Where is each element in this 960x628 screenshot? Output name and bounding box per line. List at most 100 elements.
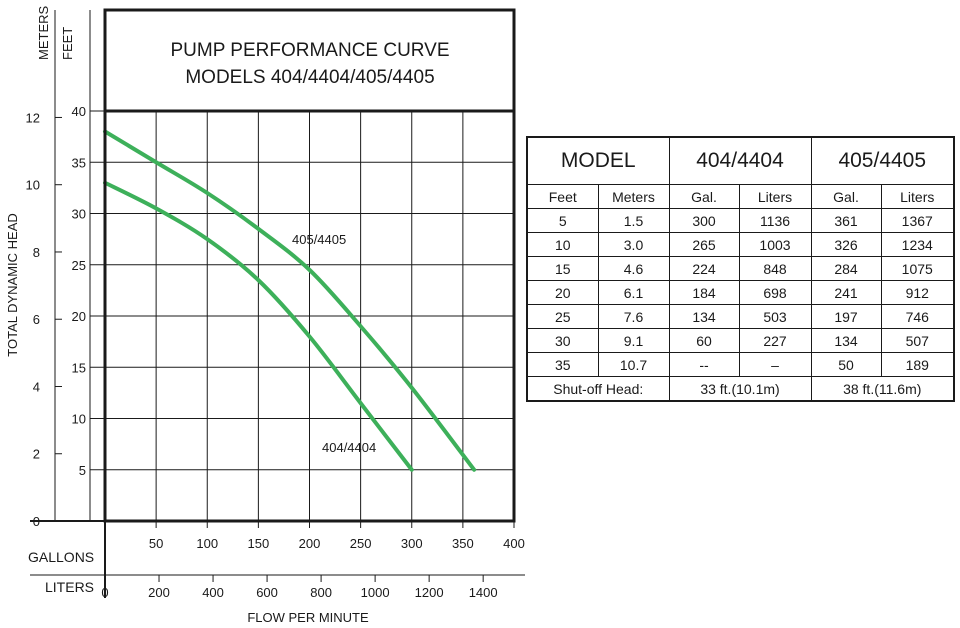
liter-tick-label: 800	[310, 585, 332, 600]
series-line-404-4404	[103, 180, 414, 472]
gallon-ticks: 50 100 150 200 250 300 350 400	[149, 521, 525, 551]
cell-liters-b: 1075	[880, 256, 955, 281]
liter-tick-label: 400	[202, 585, 224, 600]
feet-tick-label: 20	[72, 309, 86, 324]
cell-meters: 3.0	[597, 232, 670, 257]
y-axis-title: TOTAL DYNAMIC HEAD	[5, 213, 20, 357]
gallon-tick-label: 100	[196, 536, 218, 551]
cell-gal-b: 284	[810, 256, 882, 281]
cell-meters: 4.6	[597, 256, 670, 281]
meter-tick-label: 12	[26, 110, 40, 125]
meters-axis-title: METERS	[36, 6, 51, 61]
feet-tick-label: 10	[72, 412, 86, 427]
cell-liters-b: 1367	[880, 208, 955, 233]
cell-liters-a: 1003	[738, 232, 812, 257]
feet-ticks: 40 35 30 25 20 15 10 5	[72, 104, 105, 478]
liter-tick-label: 600	[256, 585, 278, 600]
table-row: 25 7.6 134 503 197 746	[526, 304, 955, 329]
gallon-tick-label: 400	[503, 536, 525, 551]
table-row: 35 10.7 -- – 50 189	[526, 352, 955, 377]
cell-gal-b: 326	[810, 232, 882, 257]
feet-tick-label: 15	[72, 360, 86, 375]
col-liters-b: Liters	[880, 184, 955, 209]
cell-liters-a: –	[738, 352, 812, 377]
cell-gal-b: 361	[810, 208, 882, 233]
cell-liters-a: 848	[738, 256, 812, 281]
cell-liters-b: 912	[880, 280, 955, 305]
cell-liters-b: 189	[880, 352, 955, 377]
table-model-a-header: 404/4404	[668, 136, 812, 185]
col-gal-a: Gal.	[668, 184, 740, 209]
shutoff-b: 38 ft.(11.6m)	[810, 376, 955, 402]
table-row: 15 4.6 224 848 284 1075	[526, 256, 955, 281]
gallon-tick-label: 350	[452, 536, 474, 551]
table-row: 10 3.0 265 1003 326 1234	[526, 232, 955, 257]
cell-meters: 6.1	[597, 280, 670, 305]
table-model-header: MODEL	[526, 136, 670, 185]
liters-axis-title: LITERS	[45, 579, 94, 595]
cell-liters-b: 746	[880, 304, 955, 329]
liter-tick-label: 1000	[361, 585, 390, 600]
pump-curve-chart: PUMP PERFORMANCE CURVE MODELS 404/4404/4…	[5, 6, 525, 625]
cell-gal-b: 50	[810, 352, 882, 377]
shutoff-a: 33 ft.(10.1m)	[668, 376, 812, 402]
cell-meters: 10.7	[597, 352, 670, 377]
table-row-shutoff: Shut-off Head: 33 ft.(10.1m) 38 ft.(11.6…	[526, 376, 955, 402]
cell-gal-a: 224	[668, 256, 740, 281]
series-label-404-4404: 404/4404	[322, 440, 376, 455]
grid	[105, 111, 514, 521]
cell-gal-b: 197	[810, 304, 882, 329]
gallon-tick-label: 150	[248, 536, 270, 551]
feet-tick-label: 35	[72, 155, 86, 170]
cell-feet: 10	[526, 232, 599, 257]
meter-tick-label: 6	[33, 312, 40, 327]
liter-tick-label: 1200	[415, 585, 444, 600]
meter-tick-label: 8	[33, 245, 40, 260]
cell-gal-a: 184	[668, 280, 740, 305]
cell-meters: 9.1	[597, 328, 670, 353]
feet-tick-label: 30	[72, 207, 86, 222]
cell-gal-a: 134	[668, 304, 740, 329]
cell-liters-a: 227	[738, 328, 812, 353]
cell-feet: 20	[526, 280, 599, 305]
cell-feet: 5	[526, 208, 599, 233]
cell-gal-a: --	[668, 352, 740, 377]
cell-feet: 15	[526, 256, 599, 281]
meter-tick-label: 4	[33, 379, 40, 394]
cell-gal-a: 60	[668, 328, 740, 353]
series-line-405-4405	[103, 129, 477, 472]
feet-axis-title: FEET	[60, 27, 75, 60]
series-label-405-4405: 405/4405	[292, 232, 346, 247]
cell-gal-a: 300	[668, 208, 740, 233]
cell-feet: 30	[526, 328, 599, 353]
gallon-tick-label: 250	[350, 536, 372, 551]
cell-liters-a: 698	[738, 280, 812, 305]
shutoff-label: Shut-off Head:	[526, 376, 670, 402]
cell-feet: 35	[526, 352, 599, 377]
liter-tick-label: 200	[148, 585, 170, 600]
liter-tick-label: 1400	[469, 585, 498, 600]
table-row: 30 9.1 60 227 134 507	[526, 328, 955, 353]
meter-tick-label: 0	[33, 514, 40, 529]
meter-ticks: 12 10 8 6 4 2 0	[26, 110, 62, 529]
col-meters: Meters	[597, 184, 670, 209]
spec-table: MODEL 404/4404 405/4405 Feet Meters Gal.…	[526, 136, 955, 402]
feet-tick-label: 40	[72, 104, 86, 119]
col-feet: Feet	[526, 184, 599, 209]
col-gal-b: Gal.	[810, 184, 882, 209]
feet-tick-label: 25	[72, 258, 86, 273]
gallon-tick-label: 200	[299, 536, 321, 551]
cell-liters-b: 507	[880, 328, 955, 353]
table-row: 20 6.1 184 698 241 912	[526, 280, 955, 305]
gallon-tick-label: 50	[149, 536, 163, 551]
cell-liters-a: 1136	[738, 208, 812, 233]
table-row: 5 1.5 300 1136 361 1367	[526, 208, 955, 233]
table-model-b-header: 405/4405	[810, 136, 955, 185]
col-liters-a: Liters	[738, 184, 812, 209]
cell-gal-b: 241	[810, 280, 882, 305]
gallons-axis-title: GALLONS	[28, 549, 94, 565]
cell-meters: 1.5	[597, 208, 670, 233]
chart-title-line2: MODELS 404/4404/405/4405	[185, 67, 434, 88]
liter-ticks: 0 200 400 600 800 1000 1200 1400	[101, 575, 498, 600]
meter-tick-label: 2	[33, 447, 40, 462]
